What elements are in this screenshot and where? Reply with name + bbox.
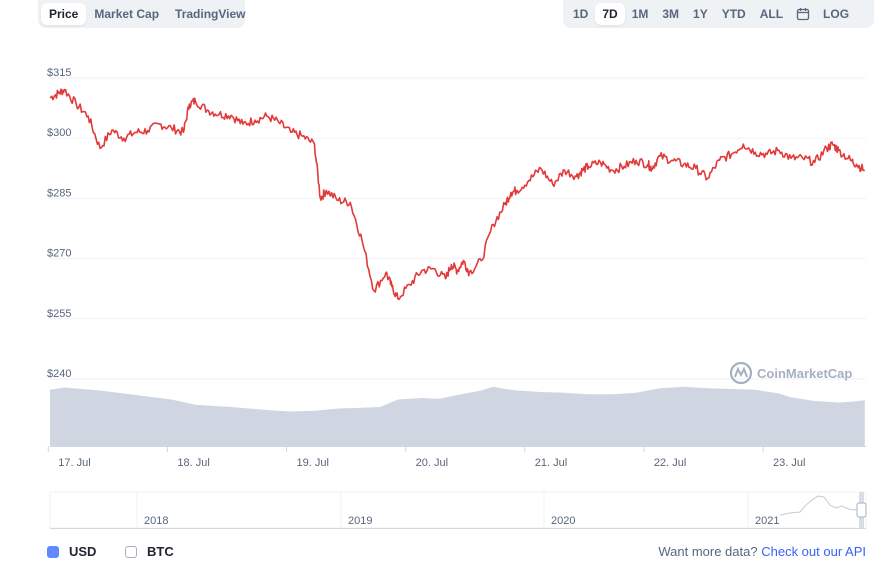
range-7d[interactable]: 7D — [595, 3, 625, 25]
y-tick-label: $255 — [47, 308, 71, 320]
tab-tradingview[interactable]: TradingView — [167, 3, 253, 25]
btc-label: BTC — [147, 544, 174, 559]
legend-usd[interactable]: USD — [47, 544, 96, 559]
navigator-year-label: 2018 — [144, 515, 168, 527]
range-navigator[interactable]: 2018 2019 2020 2021 — [49, 491, 867, 529]
range-1y[interactable]: 1Y — [686, 3, 715, 25]
chart-type-tabs: Price Market Cap TradingView — [38, 0, 246, 28]
api-link[interactable]: Check out our API — [761, 544, 866, 559]
navigator-year-label: 2019 — [348, 515, 372, 527]
x-tick-label: 19. Jul — [297, 457, 329, 469]
legend-btc[interactable]: BTC — [125, 544, 174, 559]
y-tick-label: $270 — [47, 248, 71, 260]
x-tick-label: 21. Jul — [535, 457, 567, 469]
navigator-year-label: 2021 — [755, 515, 779, 527]
navigator-year-label: 2020 — [551, 515, 575, 527]
log-scale-toggle[interactable]: LOG — [816, 3, 856, 25]
range-ytd[interactable]: YTD — [715, 3, 753, 25]
tab-price[interactable]: Price — [41, 3, 87, 25]
y-tick-label: $240 — [47, 368, 71, 380]
range-1d[interactable]: 1D — [566, 3, 595, 25]
volume-area — [50, 386, 865, 446]
y-tick-label: $285 — [47, 187, 71, 199]
x-tick-label: 20. Jul — [416, 457, 448, 469]
price-chart[interactable]: $315 $300 $285 $270 $255 $240 17. Jul 18. Jul 1… — [0, 50, 896, 530]
range-3m[interactable]: 3M — [655, 3, 686, 25]
y-tick-label: $315 — [47, 67, 71, 79]
range-1m[interactable]: 1M — [625, 3, 656, 25]
api-promo: Want more data? Check out our API — [658, 544, 866, 559]
price-line[interactable] — [49, 88, 865, 300]
usd-label: USD — [69, 544, 97, 559]
navigator-frame — [49, 491, 867, 529]
coinmarketcap-watermark: CoinMarketCap — [729, 361, 852, 385]
tab-market-cap[interactable]: Market Cap — [86, 3, 167, 25]
x-tick-label: 23. Jul — [773, 457, 805, 469]
navigator-handle[interactable] — [856, 502, 867, 518]
navigator-sparkline — [779, 495, 861, 516]
btc-checkbox[interactable] — [125, 545, 137, 558]
x-tick-label: 17. Jul — [58, 457, 90, 469]
usd-checkbox[interactable] — [47, 545, 59, 558]
api-prefix: Want more data? — [658, 544, 758, 559]
chart-footer: USD BTC Want more data? Check out our AP… — [0, 538, 896, 562]
y-tick-label: $300 — [47, 127, 71, 139]
calendar-icon[interactable] — [790, 3, 816, 25]
watermark-text: CoinMarketCap — [757, 366, 852, 381]
range-all[interactable]: ALL — [753, 3, 790, 25]
x-tick-label: 22. Jul — [654, 457, 686, 469]
coinmarketcap-logo-icon — [729, 361, 753, 385]
x-tick-label: 18. Jul — [177, 457, 209, 469]
time-range-tabs: 1D 7D 1M 3M 1Y YTD ALL LOG — [563, 0, 874, 28]
